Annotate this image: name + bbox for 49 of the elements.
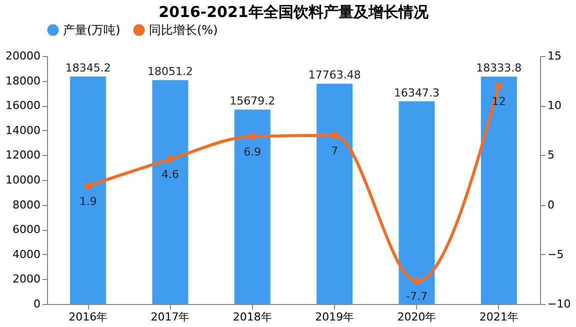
y-tick-label: 18000 [6, 74, 40, 88]
data-label: 4.6 [162, 168, 179, 182]
y-tick-label: 2000 [12, 272, 40, 286]
data-label: -7.7 [406, 290, 428, 304]
x-tick-label: 2018年 [232, 310, 272, 324]
y-tick-label: 4000 [12, 248, 40, 261]
chart-title: 2016-2021年全国饮料产量及增长情况 [158, 3, 430, 21]
bar [398, 101, 435, 304]
y-tick-label: 10000 [6, 174, 40, 186]
x-tick-label: 2016年 [68, 310, 108, 324]
data-label: 15679.2 [230, 94, 276, 108]
bar [234, 110, 270, 304]
data-label: 7 [331, 144, 338, 158]
data-label: 16347.3 [394, 86, 440, 100]
bar [316, 84, 353, 304]
bar [480, 76, 517, 304]
y-tick-label: 14000 [6, 124, 40, 137]
x-tick-label: 2019年 [315, 310, 354, 324]
bar [152, 80, 188, 304]
bar [70, 76, 106, 304]
point [495, 82, 502, 90]
data-label: 6.9 [244, 145, 262, 158]
y-tick-label: 12000 [6, 148, 40, 162]
y-tick-label: 20000 [6, 50, 40, 62]
y2-tick-label: 0 [548, 198, 554, 212]
data-label: 1.9 [79, 194, 97, 208]
point [413, 278, 420, 285]
point [166, 156, 174, 163]
x-tick-label: 2021年 [479, 310, 518, 324]
y2-tick-label: 10 [548, 99, 562, 112]
point [84, 182, 92, 190]
y2-tick-label: −5 [548, 248, 564, 261]
data-label: 18345.2 [65, 62, 111, 75]
y-tick-label: 16000 [6, 99, 40, 112]
data-label: 18333.8 [476, 62, 522, 75]
point [248, 132, 256, 140]
y2-tick-label: 15 [548, 50, 562, 62]
y2-tick-label: −10 [548, 298, 571, 310]
y2-tick-label: 5 [548, 148, 554, 162]
point [331, 132, 338, 139]
data-label: 18051.2 [148, 65, 193, 78]
x-tick-label: 2020年 [397, 310, 436, 324]
y-tick-label: 6000 [12, 223, 40, 236]
y-tick-label: 8000 [12, 198, 40, 212]
legend-label: 同比增长(%) [149, 23, 218, 37]
x-tick-label: 2017年 [150, 310, 190, 324]
legend-label: 产量(万吨) [63, 23, 120, 37]
y-tick-label: 0 [34, 298, 40, 310]
data-label: 17763.48 [308, 68, 361, 82]
